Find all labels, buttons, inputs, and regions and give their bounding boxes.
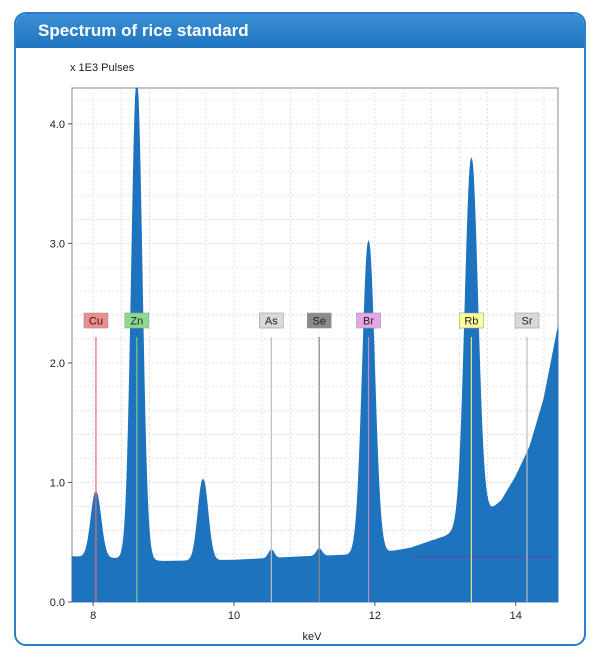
x-axis-label: keV [303, 631, 323, 643]
element-label-se: Se [312, 316, 325, 328]
y-axis-label: x 1E3 Pulses [70, 62, 135, 74]
element-label-cu: Cu [89, 316, 103, 328]
y-tick-label: 0.0 [50, 597, 65, 609]
element-label-rb: Rb [464, 316, 478, 328]
spectrum-chart: x 1E3 Pulses keV Cu Zn As Se Br Rb Sr 0.0 1.0 2.0… [50, 62, 559, 643]
y-tick-label: 3.0 [50, 238, 65, 250]
element-label-sr: Sr [522, 316, 533, 328]
y-tick-label: 4.0 [50, 119, 65, 131]
y-tick-label: 2.0 [50, 358, 65, 370]
element-label-as: As [265, 316, 278, 328]
element-label-box-cu [83, 312, 109, 329]
element-label-box-sr [514, 312, 540, 329]
element-label-br: Br [363, 316, 374, 328]
element-label-box-br [356, 312, 381, 329]
element-label-zn: Zn [130, 316, 143, 328]
panel-title: Spectrum of rice standard [16, 14, 584, 48]
x-tick-label: 8 [90, 610, 96, 622]
x-tick-label: 12 [369, 610, 381, 622]
element-label-box-se [306, 312, 332, 329]
element-label-box-rb [459, 312, 484, 329]
x-tick-label: 14 [510, 610, 522, 622]
y-tick-label: 1.0 [50, 477, 65, 489]
spectrum-panel: Spectrum of rice standard x 1E3 Pulses k… [14, 12, 586, 646]
spectrum-area [71, 87, 559, 603]
x-tick-label: 10 [228, 610, 240, 622]
element-label-box-as [259, 312, 284, 329]
element-label-box-zn [124, 312, 150, 329]
